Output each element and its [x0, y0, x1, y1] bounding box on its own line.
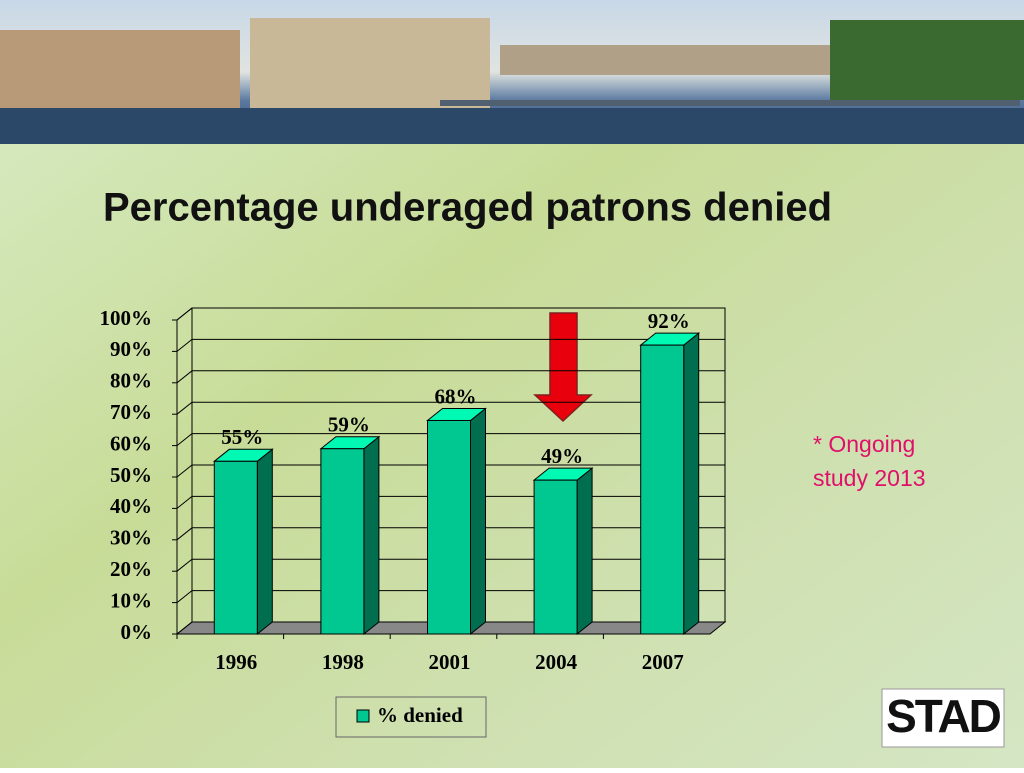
data-label: 55% — [221, 425, 263, 449]
bar-side — [576, 467, 593, 636]
legend-swatch — [356, 709, 370, 723]
annotation: * Ongoing study 2013 — [813, 431, 926, 491]
arrow — [533, 312, 593, 423]
x-tick-label: 1996 — [215, 650, 257, 674]
y-tick-label: 90% — [110, 337, 152, 361]
bar — [640, 344, 685, 635]
legend: % denied — [335, 696, 487, 738]
y-tick-label: 30% — [110, 526, 152, 550]
grid-line — [176, 401, 725, 415]
chart-title: Percentage underaged patrons denied — [103, 186, 832, 230]
y-tick-label: 70% — [110, 400, 152, 424]
grid-line — [176, 338, 725, 352]
bar — [533, 479, 578, 635]
grid-line — [176, 370, 725, 384]
bar-side — [683, 332, 700, 636]
x-tick-label: 2001 — [429, 650, 471, 674]
bar — [320, 448, 365, 635]
x-tick-label: 1998 — [322, 650, 364, 674]
y-tick-label: 50% — [110, 463, 152, 487]
bar — [213, 460, 258, 635]
bar-side — [256, 448, 273, 636]
data-label: 92% — [648, 309, 690, 333]
data-label: 49% — [541, 444, 583, 468]
grid-line — [176, 433, 725, 446]
header-photo — [0, 0, 1024, 144]
y-tick-label: 80% — [110, 369, 152, 393]
y-tick-label: 20% — [110, 557, 152, 581]
y-tick-label: 60% — [110, 431, 152, 455]
x-tick-label: 2007 — [642, 650, 684, 674]
bar-side — [470, 407, 486, 636]
bar — [427, 419, 471, 635]
data-label: 59% — [328, 413, 370, 437]
plot: 0% 10% 20% 30% 40% 50% 60% 70% 80% 90% 100% 1996 55%… — [100, 306, 727, 674]
y-tick-label: 10% — [110, 588, 152, 612]
logo: STAD — [881, 688, 1005, 748]
bar-side — [363, 435, 380, 636]
logo-text: STAD — [886, 690, 1001, 742]
y-tick-label: 0% — [121, 620, 153, 644]
y-tick-label: 100% — [100, 306, 153, 330]
legend-label: % denied — [377, 703, 463, 727]
x-tick-label: 2004 — [535, 650, 578, 674]
grid-line — [176, 307, 725, 321]
y-tick-label: 40% — [110, 494, 152, 518]
data-label: 68% — [435, 384, 477, 408]
grid-line — [176, 464, 725, 478]
legend-box — [335, 696, 487, 738]
